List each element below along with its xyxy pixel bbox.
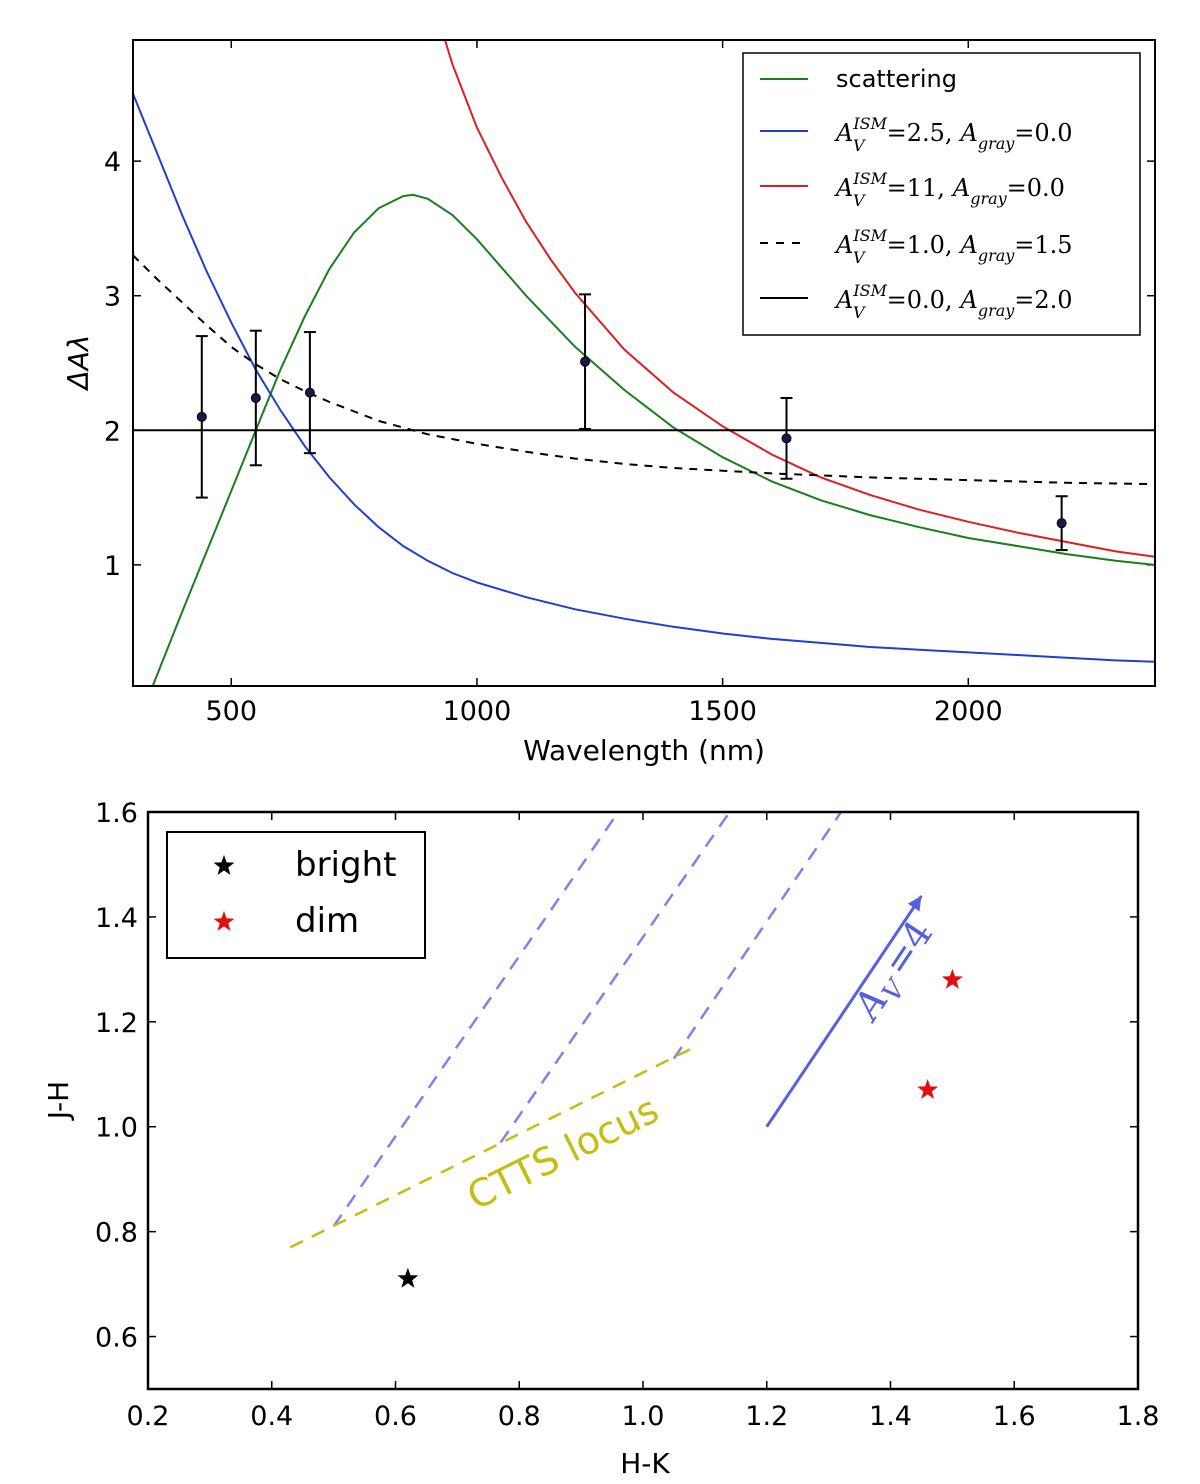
top-ytick-label: 1 bbox=[104, 551, 121, 582]
bottom-xtick-label: 1.2 bbox=[745, 1401, 788, 1432]
av-arrow-head bbox=[907, 895, 922, 912]
bottom-ytick-label: 1.6 bbox=[95, 798, 138, 829]
reddening-vector-line bbox=[672, 812, 843, 1060]
series-line-ism11 bbox=[444, 40, 1155, 558]
bottom-xtick-label: 0.4 bbox=[250, 1401, 293, 1432]
top-data-points bbox=[195, 293, 1068, 552]
legend-sup: ISM bbox=[852, 114, 887, 133]
legend-label-scattering: scattering bbox=[836, 65, 957, 93]
bottom-ytick-label: 1.0 bbox=[95, 1113, 138, 1144]
bottom-markers bbox=[397, 968, 963, 1288]
legend-star-bright bbox=[213, 855, 235, 875]
series-line-dashed bbox=[133, 254, 1155, 486]
top-xtick-label: 1500 bbox=[688, 696, 757, 727]
bottom-xtick-label: 1.6 bbox=[993, 1401, 1036, 1432]
bottom-lines bbox=[289, 812, 923, 1249]
bottom-xtick-label: 0.6 bbox=[374, 1401, 417, 1432]
legend-marker-dim bbox=[213, 911, 235, 931]
marker-dim-star bbox=[917, 1079, 939, 1099]
bottom-xtick-label: 1.4 bbox=[869, 1401, 912, 1432]
top-axis-ticks: 500 1000 1500 2000 1 2 3 4 bbox=[104, 40, 1155, 727]
bottom-xtick-label: 1.0 bbox=[622, 1401, 665, 1432]
top-plot-frame bbox=[132, 39, 1156, 687]
top-xtick-label: 500 bbox=[205, 696, 257, 727]
bottom-ytick-label: 0.6 bbox=[95, 1323, 138, 1354]
bottom-ytick-label: 1.4 bbox=[95, 903, 138, 934]
av-arrow-label: AV=4 bbox=[843, 912, 946, 1032]
top-ytick-label: 2 bbox=[104, 416, 121, 447]
marker-dim-star bbox=[941, 968, 963, 989]
top-legend: scattering AISM V =2.5, Agray=0.0 AISM V =11,… bbox=[742, 52, 1141, 336]
data-point bbox=[250, 392, 261, 403]
bottom-xlabel: H-K bbox=[620, 1447, 670, 1480]
bottom-xtick-label: 0.8 bbox=[498, 1401, 541, 1432]
ctts-locus-label: CTTS locus bbox=[460, 1087, 665, 1218]
data-point bbox=[781, 433, 792, 444]
bottom-legend: bright dim bbox=[166, 831, 426, 959]
legend-label-dim: dim bbox=[295, 901, 359, 941]
bottom-ytick-label: 1.2 bbox=[95, 1008, 138, 1039]
series-line-ism25 bbox=[133, 93, 1155, 663]
marker-bright-star bbox=[397, 1267, 419, 1288]
bottom-plot-frame bbox=[146, 810, 1140, 1391]
data-point bbox=[304, 387, 315, 398]
reddening-vector-line bbox=[499, 812, 731, 1144]
data-point bbox=[580, 356, 591, 367]
top-xtick-label: 2000 bbox=[934, 696, 1003, 727]
legend-label-bright: bright bbox=[295, 845, 396, 885]
data-point bbox=[196, 411, 207, 422]
reddening-vector-line bbox=[332, 812, 620, 1228]
bottom-chart: 0.2 0.4 0.6 0.8 1.0 1.2 1.4 1.6 1.8 0.6 0.8 1.0 1.2 1… bbox=[42, 798, 1159, 1480]
bottom-xtick-label: 0.2 bbox=[127, 1401, 170, 1432]
top-series-lines bbox=[133, 40, 1155, 686]
legend-marker-bright bbox=[213, 855, 235, 875]
bottom-legend-box bbox=[166, 831, 426, 959]
bottom-ytick-label: 0.8 bbox=[95, 1218, 138, 1249]
av-arrow-shaft bbox=[765, 895, 923, 1128]
top-ytick-label: 3 bbox=[104, 282, 121, 313]
top-ylabel: ΔAλ bbox=[62, 335, 95, 392]
top-legend-box bbox=[742, 52, 1141, 336]
series-line-scattering bbox=[151, 193, 1155, 686]
top-ytick-label: 4 bbox=[104, 147, 121, 178]
ctts-locus-line bbox=[289, 1046, 694, 1249]
top-xlabel: Wavelength (nm) bbox=[523, 734, 765, 767]
top-xtick-label: 1000 bbox=[443, 696, 512, 727]
bottom-ylabel: J-H bbox=[42, 1081, 75, 1121]
bottom-axis-ticks: 0.2 0.4 0.6 0.8 1.0 1.2 1.4 1.6 1.8 0.6 0.8 1.0 1.2 1… bbox=[95, 798, 1159, 1432]
bottom-xtick-label: 1.8 bbox=[1117, 1401, 1160, 1432]
data-point bbox=[1056, 518, 1067, 529]
legend-star-dim bbox=[213, 911, 235, 931]
